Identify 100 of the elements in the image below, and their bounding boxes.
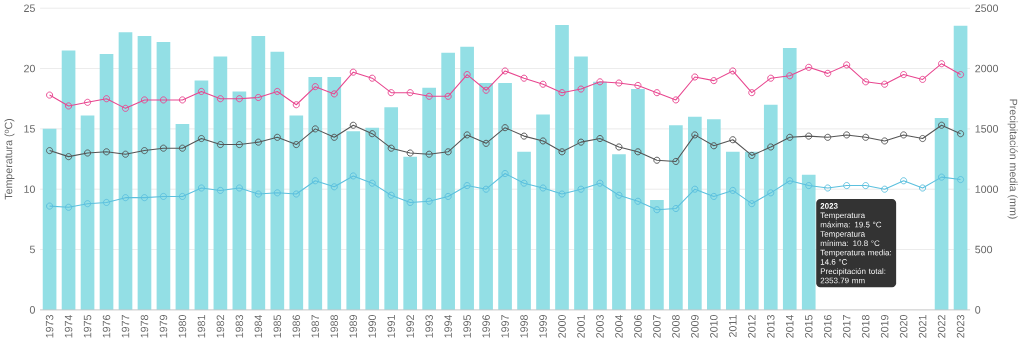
- point: [330, 133, 338, 141]
- point: [767, 74, 775, 82]
- point: [311, 125, 319, 133]
- x-tick-label: 2022: [937, 315, 946, 338]
- bar: [156, 42, 171, 310]
- point: [729, 67, 737, 75]
- x-tick-label: 2008: [672, 315, 680, 338]
- point: [178, 96, 186, 104]
- x-tick-label: 2003: [596, 315, 604, 338]
- point: [577, 85, 585, 93]
- point: [824, 69, 832, 77]
- point: [862, 78, 870, 86]
- point: [178, 144, 186, 152]
- bar: [934, 118, 949, 310]
- point: [463, 131, 471, 139]
- point: [216, 95, 224, 103]
- x-tick-label: 2021: [918, 315, 927, 338]
- point: [349, 68, 357, 76]
- x-tick-label: 1976: [102, 315, 111, 338]
- bar: [669, 125, 683, 310]
- x-tick-label: 1990: [368, 315, 376, 338]
- point: [634, 148, 642, 156]
- point: [406, 149, 414, 157]
- x-tick-label: 1982: [216, 315, 225, 338]
- x-tick-label: 1986: [292, 315, 301, 338]
- point: [46, 91, 54, 99]
- point: [824, 184, 832, 192]
- point: [84, 149, 92, 157]
- point: [273, 133, 281, 141]
- bar: [175, 124, 190, 310]
- y2-tick-label: 2000: [975, 64, 999, 73]
- point: [216, 141, 224, 149]
- point: [197, 88, 205, 96]
- x-tick-label: 1997: [501, 315, 509, 338]
- point: [900, 71, 908, 79]
- bar: [536, 114, 550, 310]
- bar: [479, 83, 493, 310]
- point: [159, 193, 167, 201]
- x-tick-label: 2006: [634, 315, 642, 338]
- point: [596, 179, 604, 187]
- point: [710, 193, 718, 201]
- bar: [308, 77, 323, 310]
- point: [615, 191, 623, 199]
- x-tick-label: 1988: [330, 315, 339, 338]
- x-tick-label: 1980: [178, 315, 187, 338]
- bar: [61, 50, 76, 310]
- point: [254, 138, 262, 146]
- point: [862, 182, 870, 190]
- point: [501, 124, 509, 132]
- bar: [460, 46, 474, 310]
- point: [748, 89, 756, 97]
- bar: [384, 107, 399, 310]
- x-tick-label: 2015: [804, 315, 813, 338]
- point: [65, 203, 73, 211]
- point: [957, 130, 965, 138]
- bar: [118, 32, 133, 310]
- x-tick-label: 1992: [406, 315, 414, 338]
- point: [615, 143, 623, 151]
- x-tick-label: 1994: [444, 314, 452, 338]
- point: [197, 135, 205, 143]
- point: [786, 133, 794, 141]
- point: [520, 179, 528, 187]
- point: [919, 75, 927, 84]
- bar: [270, 51, 285, 310]
- bar: [365, 127, 380, 310]
- point: [406, 89, 414, 97]
- point: [425, 92, 433, 100]
- point: [539, 184, 547, 192]
- point: [672, 158, 680, 166]
- x-tick-label: 2007: [653, 315, 661, 338]
- x-tick-label: 1973: [45, 315, 54, 338]
- x-tick-label: 1974: [64, 314, 73, 338]
- point: [767, 143, 775, 151]
- bar: [422, 87, 436, 310]
- point: [159, 96, 167, 104]
- point: [843, 61, 851, 69]
- point: [197, 184, 205, 192]
- point: [520, 74, 528, 82]
- x-tick-label: 2009: [691, 315, 699, 338]
- x-tick-label: 1995: [463, 315, 471, 338]
- point: [235, 184, 243, 192]
- bar: [403, 156, 418, 310]
- x-tick-label: 2017: [842, 315, 851, 338]
- x-tick-label: 2004: [615, 314, 623, 338]
- point: [254, 94, 262, 102]
- y-tick-label: 5: [29, 245, 35, 254]
- bar: [194, 80, 209, 310]
- y2-tick-label: 1500: [975, 125, 999, 133]
- point: [786, 177, 794, 185]
- bar: [346, 131, 361, 310]
- point: [748, 151, 756, 160]
- x-tick-label: 1977: [121, 315, 130, 338]
- point: [368, 130, 376, 138]
- bar: [801, 174, 816, 310]
- point: [957, 71, 965, 79]
- point: [577, 138, 585, 146]
- point: [558, 148, 566, 156]
- point: [311, 177, 319, 185]
- y2-tick-label: 500: [975, 245, 993, 254]
- bar: [707, 119, 721, 310]
